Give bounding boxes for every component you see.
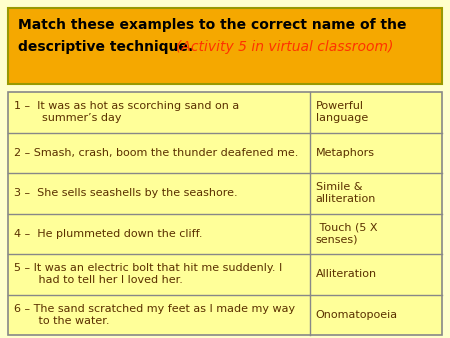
Text: Simile &
alliteration: Simile & alliteration — [315, 182, 376, 204]
Text: Onomatopoeia: Onomatopoeia — [315, 310, 398, 320]
Text: Match these examples to the correct name of the: Match these examples to the correct name… — [18, 18, 406, 32]
Text: 5 – It was an electric bolt that hit me suddenly. I
       had to tell her I lov: 5 – It was an electric bolt that hit me … — [14, 263, 282, 286]
Text: Touch (5 X
senses): Touch (5 X senses) — [315, 222, 377, 245]
Text: 3 –  She sells seashells by the seashore.: 3 – She sells seashells by the seashore. — [14, 188, 238, 198]
Bar — [8, 92, 442, 335]
Text: Alliteration: Alliteration — [315, 269, 377, 279]
Bar — [8, 8, 442, 84]
Text: 1 –  It was as hot as scorching sand on a
        summer’s day: 1 – It was as hot as scorching sand on a… — [14, 101, 239, 123]
Text: Powerful
language: Powerful language — [315, 101, 368, 123]
Text: 6 – The sand scratched my feet as I made my way
       to the water.: 6 – The sand scratched my feet as I made… — [14, 304, 295, 326]
Text: 4 –  He plummeted down the cliff.: 4 – He plummeted down the cliff. — [14, 229, 202, 239]
Text: descriptive technique.: descriptive technique. — [18, 40, 198, 54]
Text: 2 – Smash, crash, boom the thunder deafened me.: 2 – Smash, crash, boom the thunder deafe… — [14, 148, 298, 158]
Text: Metaphors: Metaphors — [315, 148, 375, 158]
Text: (Activity 5 in virtual classroom): (Activity 5 in virtual classroom) — [176, 40, 393, 54]
